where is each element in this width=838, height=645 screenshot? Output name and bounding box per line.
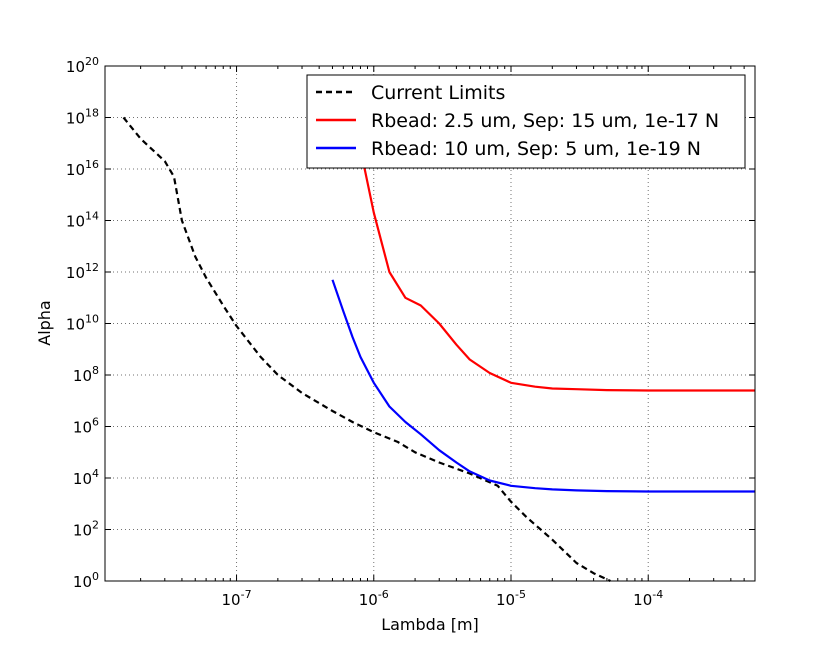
- y-tick-label: 1020: [66, 55, 99, 76]
- legend-entry-2: Rbead: 10 um, Sep: 5 um, 1e-19 N: [371, 138, 701, 160]
- y-tick-label: 102: [73, 519, 99, 540]
- legend-entry-1: Rbead: 2.5 um, Sep: 15 um, 1e-17 N: [371, 110, 719, 132]
- legend-entry-0: Current Limits: [371, 82, 505, 104]
- series-lines: [122, 83, 755, 582]
- x-tick-label: 10-6: [359, 588, 389, 609]
- y-tick-label: 1014: [66, 210, 99, 231]
- series-line-2: [331, 279, 755, 493]
- x-tick-label: 10-5: [496, 588, 526, 609]
- legend-box: [306, 74, 746, 169]
- x-tick-label: 10-7: [222, 588, 252, 609]
- legend: Current Limits Rbead: 2.5 um, Sep: 15 um,…: [306, 74, 746, 169]
- y-tick-label: 108: [73, 364, 99, 385]
- y-tick-label: 1012: [66, 261, 99, 282]
- series-line-1: [342, 83, 755, 392]
- y-tick-label: 1016: [66, 158, 99, 179]
- ticks: [105, 65, 755, 582]
- y-axis-label: Alpha: [35, 300, 54, 346]
- tick-labels: 10-7 10-6 10-5 10-4 100 102 104 106 108 1010 1012 1…: [66, 55, 663, 609]
- x-axis-label: Lambda [m]: [381, 615, 479, 634]
- x-tick-label: 10-4: [633, 588, 663, 609]
- y-tick-label: 100: [73, 570, 99, 591]
- grid: [105, 66, 755, 581]
- series-line-0: [122, 116, 611, 582]
- y-tick-label: 1018: [66, 107, 99, 128]
- y-tick-label: 1010: [66, 313, 99, 334]
- y-tick-label: 106: [73, 416, 99, 437]
- y-tick-label: 104: [73, 467, 99, 488]
